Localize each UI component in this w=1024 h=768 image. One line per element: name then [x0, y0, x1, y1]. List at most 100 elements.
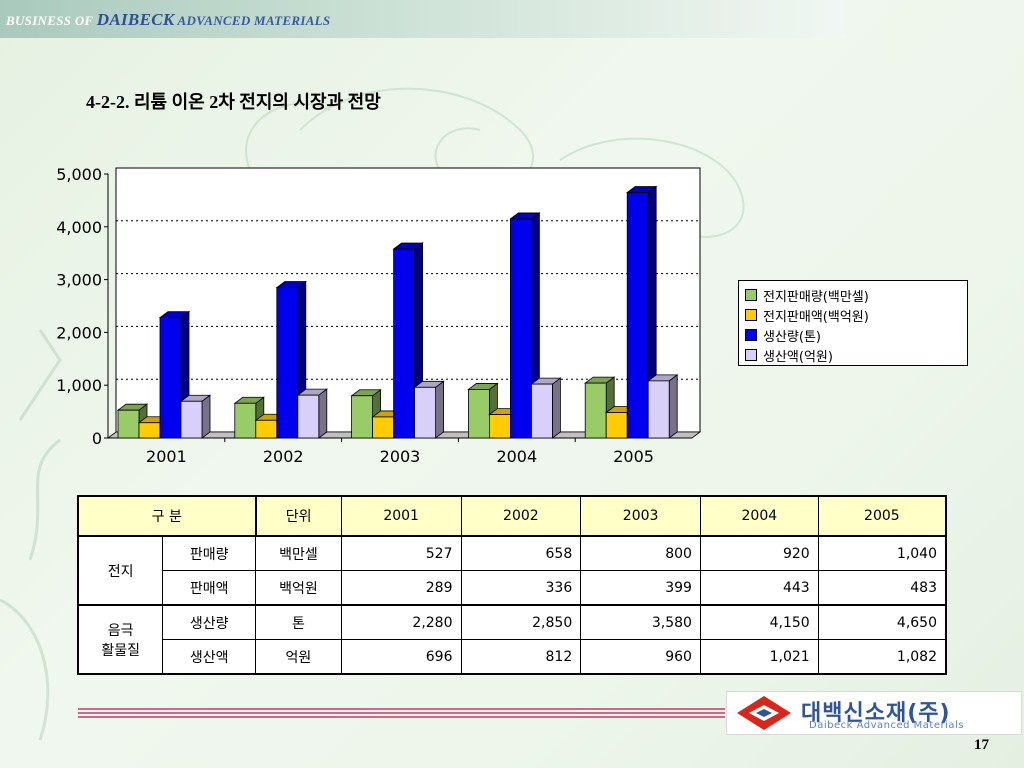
company-subtitle: Daibeck Advanced Materials [809, 720, 964, 731]
value-cell: 289 [340, 570, 462, 606]
header-cell: 2003 [580, 495, 701, 537]
y-tick-label: 2,000 [56, 323, 102, 342]
bar [393, 248, 416, 439]
bar [138, 422, 161, 439]
legend-item: 생산액(억원) [745, 345, 967, 365]
bar [584, 382, 607, 439]
header-cell: 구 분 [77, 495, 257, 537]
company-logo-icon [737, 696, 791, 730]
value-cell: 960 [580, 639, 701, 675]
table-row: 전지 판매량 백만셀 527 658 800 920 1,040 [77, 535, 947, 606]
unit-cell: 톤 [255, 604, 342, 640]
bar [159, 317, 182, 439]
legend-swatch [745, 309, 757, 321]
value-cell: 483 [817, 570, 947, 606]
item-cell: 판매액 [162, 570, 256, 606]
value-cell: 2,280 [340, 604, 462, 640]
y-tick-label: 3,000 [56, 271, 102, 290]
legend-label: 전지판매량(백만셀) [763, 289, 869, 305]
legend-item: 전지판매액(백억원) [745, 305, 967, 325]
bar-side [201, 394, 211, 439]
bar [626, 192, 649, 439]
value-cell: 920 [699, 535, 819, 571]
bar [467, 389, 490, 439]
brand-title: BUSINESS OF DAIBECK ADVANCED MATERIALS [6, 10, 331, 29]
item-cell: 생산액 [162, 639, 256, 675]
legend-swatch [745, 349, 757, 361]
value-cell: 1,082 [817, 639, 947, 675]
bar-side [435, 380, 445, 439]
bar [509, 218, 532, 439]
legend-swatch [745, 289, 757, 301]
legend-item: 전지판매량(백만셀) [745, 285, 967, 305]
legend-swatch [745, 329, 757, 341]
footer-divider [78, 708, 725, 718]
chart-legend: 전지판매량(백만셀) 전지판매액(백억원) 생산량(톤) 생산액(억원) [738, 280, 968, 366]
table-row: 판매액 백억원 289 336 399 443 483 [78, 570, 947, 606]
group-label-line: 음극 [107, 622, 134, 639]
bar [351, 395, 374, 439]
unit-cell: 백만셀 [255, 535, 342, 571]
value-cell: 4,150 [699, 604, 819, 640]
page-number: 17 [974, 737, 989, 753]
value-cell: 2,850 [460, 604, 582, 640]
bar [531, 383, 553, 439]
header-cell: 2002 [460, 495, 582, 537]
unit-cell: 억원 [255, 639, 342, 675]
bar [234, 402, 257, 439]
legend-label: 전지판매액(백억원) [763, 309, 869, 325]
x-tick-label: 2002 [263, 447, 304, 466]
bar-side [668, 374, 678, 439]
header-cell: 2001 [340, 495, 462, 537]
legend-label: 생산량(톤) [763, 329, 821, 345]
company-name: 대백신소재(주) [801, 701, 951, 726]
x-tick-label: 2001 [146, 447, 187, 466]
bar [488, 414, 511, 439]
value-cell: 1,040 [817, 535, 947, 571]
header-cell: 2005 [817, 495, 947, 537]
bar [180, 400, 203, 439]
x-tick-label: 2003 [380, 447, 421, 466]
value-cell: 658 [460, 535, 582, 571]
group-label: 전지 [77, 535, 164, 606]
group-label-line: 활물질 [101, 642, 140, 659]
item-cell: 생산량 [162, 604, 256, 640]
bar [255, 419, 278, 439]
bar [297, 394, 320, 439]
table-header-row: 구 분 단위 2001 2002 2003 2004 2005 [77, 495, 947, 537]
bar-side [318, 388, 328, 439]
header-bar: BUSINESS OF DAIBECK ADVANCED MATERIALS [0, 0, 845, 38]
value-cell: 3,580 [580, 604, 701, 640]
bar [276, 287, 299, 439]
bar-chart: 0 1,000 2,000 3,000 4,000 5,000 2001 2002 2003 20… [56, 165, 702, 466]
header-cell: 2004 [699, 495, 819, 537]
x-tick-label: 2005 [613, 447, 654, 466]
value-cell: 336 [460, 570, 582, 606]
value-cell: 1,021 [699, 639, 819, 675]
value-cell: 399 [580, 570, 701, 606]
y-tick-label: 0 [92, 429, 102, 448]
value-cell: 800 [580, 535, 701, 571]
value-cell: 4,650 [817, 604, 947, 640]
bar-side [552, 377, 561, 439]
value-cell: 443 [699, 570, 819, 606]
page-title: 4-2-2. 리튬 이온 2차 전지의 시장과 전망 [86, 92, 381, 112]
data-table: 구 분 단위 2001 2002 2003 2004 2005 전지 판매량 백… [77, 495, 947, 675]
y-tick-label: 5,000 [56, 165, 102, 184]
y-tick-label: 4,000 [56, 218, 102, 237]
unit-cell: 백억원 [255, 570, 342, 606]
company-logo: 대백신소재(주) Daibeck Advanced Materials [726, 691, 1022, 735]
bar [117, 409, 140, 439]
value-cell: 527 [340, 535, 462, 571]
bar [372, 416, 395, 439]
value-cell: 696 [340, 639, 462, 675]
legend-item: 생산량(톤) [745, 325, 967, 345]
header-cell: 단위 [255, 495, 342, 537]
bar [647, 380, 670, 439]
table-row: 생산액 억원 696 812 960 1,021 1,082 [78, 639, 947, 675]
y-tick-label: 1,000 [56, 376, 102, 395]
legend-label: 생산액(억원) [763, 349, 833, 365]
bar [605, 412, 628, 439]
